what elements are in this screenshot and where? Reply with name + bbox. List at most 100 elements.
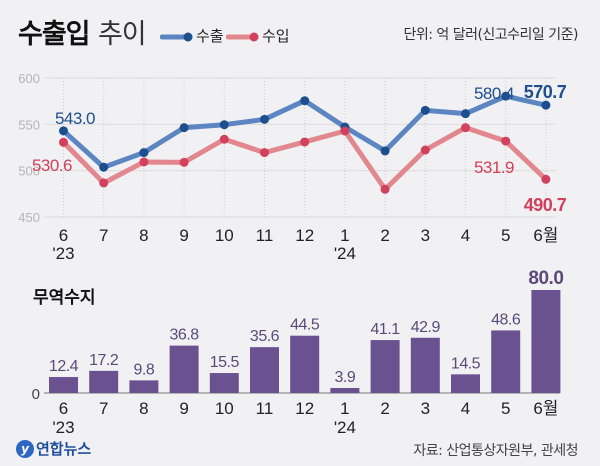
export-point xyxy=(260,114,269,124)
export-point xyxy=(59,126,68,136)
title-light: 추이 xyxy=(97,19,147,50)
x-tick-label: 7 xyxy=(99,399,108,418)
x-tick-label: 3 xyxy=(421,399,430,418)
legend-import-label: 수입 xyxy=(262,27,290,45)
logo-mark-icon: y xyxy=(16,439,34,458)
x-tick-label: 6 xyxy=(59,226,68,245)
bar-value-label: 48.6 xyxy=(491,311,521,328)
export-value-label: 580.4 xyxy=(474,84,514,103)
x-tick-label: 9 xyxy=(179,399,188,418)
import-point xyxy=(99,178,109,188)
year-label: '24 xyxy=(334,418,356,437)
logo-text: 연합뉴스 xyxy=(36,440,92,458)
y-tick-label: 500 xyxy=(18,164,40,179)
bar-value-label: 41.1 xyxy=(371,321,401,338)
x-tick-label: 6 xyxy=(59,399,68,418)
x-tick-label: 2 xyxy=(380,399,389,418)
x-tick-label: 1 xyxy=(340,226,349,245)
import-point xyxy=(541,174,551,184)
export-point xyxy=(179,123,189,133)
bar xyxy=(250,347,279,393)
import-point xyxy=(59,137,68,147)
bar-chart-title: 무역수지 xyxy=(33,288,96,308)
x-tick-label: 10 xyxy=(215,399,234,418)
bar xyxy=(89,370,119,393)
import-point xyxy=(300,137,310,147)
x-tick-label: 5 xyxy=(501,226,510,245)
source-label: 자료: 산업통상자원부, 관세청 xyxy=(413,443,578,459)
bar-value-label: 35.6 xyxy=(250,328,280,345)
x-tick-label: 1 xyxy=(340,399,349,418)
year-label: '24 xyxy=(334,244,356,263)
x-tick-label: 6월 xyxy=(533,399,558,418)
title-bold: 수출입 xyxy=(18,19,91,50)
x-tick-label: 2 xyxy=(380,226,389,245)
chart-title: 수출입 추이 xyxy=(18,12,147,51)
x-tick-label: 10 xyxy=(215,226,234,245)
x-tick-label: 12 xyxy=(295,226,314,245)
export-point xyxy=(219,120,229,130)
y-tick-label: 600 xyxy=(18,71,40,86)
legend-export-label: 수출 xyxy=(196,27,224,45)
x-tick-label: 12 xyxy=(295,399,314,418)
year-label: '23 xyxy=(52,244,74,263)
bar xyxy=(531,290,561,393)
bar-value-label: 12.4 xyxy=(49,358,79,375)
import-point xyxy=(420,145,430,155)
legend-export: 수출 xyxy=(159,25,224,46)
bar-value-label: 17.2 xyxy=(89,352,119,369)
bar-value-label: 3.9 xyxy=(335,369,356,386)
x-tick-label: 4 xyxy=(461,226,470,245)
bar xyxy=(209,373,239,393)
import-value-label: 490.7 xyxy=(524,195,567,215)
x-tick-label: 7 xyxy=(99,226,108,245)
x-tick-label: 5 xyxy=(501,399,510,418)
x-tick-label: 9 xyxy=(179,226,188,245)
import-point xyxy=(501,136,511,146)
bar xyxy=(451,374,480,393)
x-tick-label: 6월 xyxy=(533,226,558,245)
unit-label: 단위: 억 달러(신고수리일 기준) xyxy=(403,27,578,43)
bar-value-label: 14.5 xyxy=(451,355,481,372)
bar xyxy=(49,377,78,393)
import-point xyxy=(139,157,149,167)
bar-value-label: 80.0 xyxy=(528,268,563,289)
import-point xyxy=(219,134,229,144)
bar xyxy=(330,387,360,393)
bar xyxy=(129,380,159,393)
y-tick-label: 0 xyxy=(32,386,40,403)
bar xyxy=(491,330,521,393)
import-value-label: 530.6 xyxy=(32,156,72,175)
import-point xyxy=(260,148,269,158)
bar xyxy=(410,337,440,393)
export-point xyxy=(139,148,149,158)
bar xyxy=(290,335,320,393)
import-value-label: 531.9 xyxy=(474,158,514,177)
x-tick-label: 11 xyxy=(256,399,274,418)
bar-value-label: 9.8 xyxy=(134,361,155,378)
x-tick-label: 8 xyxy=(139,226,148,245)
export-point xyxy=(99,162,109,172)
bar xyxy=(169,345,199,393)
import-point xyxy=(461,123,470,133)
export-value-label: 570.7 xyxy=(524,82,567,102)
y-tick-label: 450 xyxy=(18,210,40,225)
legend-import-marker xyxy=(225,32,259,41)
export-point xyxy=(420,105,430,115)
legend-import: 수입 xyxy=(225,25,290,46)
export-value-label: 543.0 xyxy=(55,109,95,128)
bar-value-label: 44.5 xyxy=(290,317,320,334)
x-tick-label: 8 xyxy=(139,399,148,418)
bar-value-label: 36.8 xyxy=(170,327,200,344)
export-point xyxy=(501,91,511,101)
legend-export-marker xyxy=(159,32,193,41)
x-tick-label: 4 xyxy=(461,399,470,418)
import-point xyxy=(340,126,350,136)
export-point xyxy=(461,109,470,119)
logo: y 연합뉴스 xyxy=(16,438,91,459)
bar-value-label: 42.9 xyxy=(411,319,441,336)
y-tick-label: 550 xyxy=(18,117,40,132)
bar xyxy=(370,340,400,393)
